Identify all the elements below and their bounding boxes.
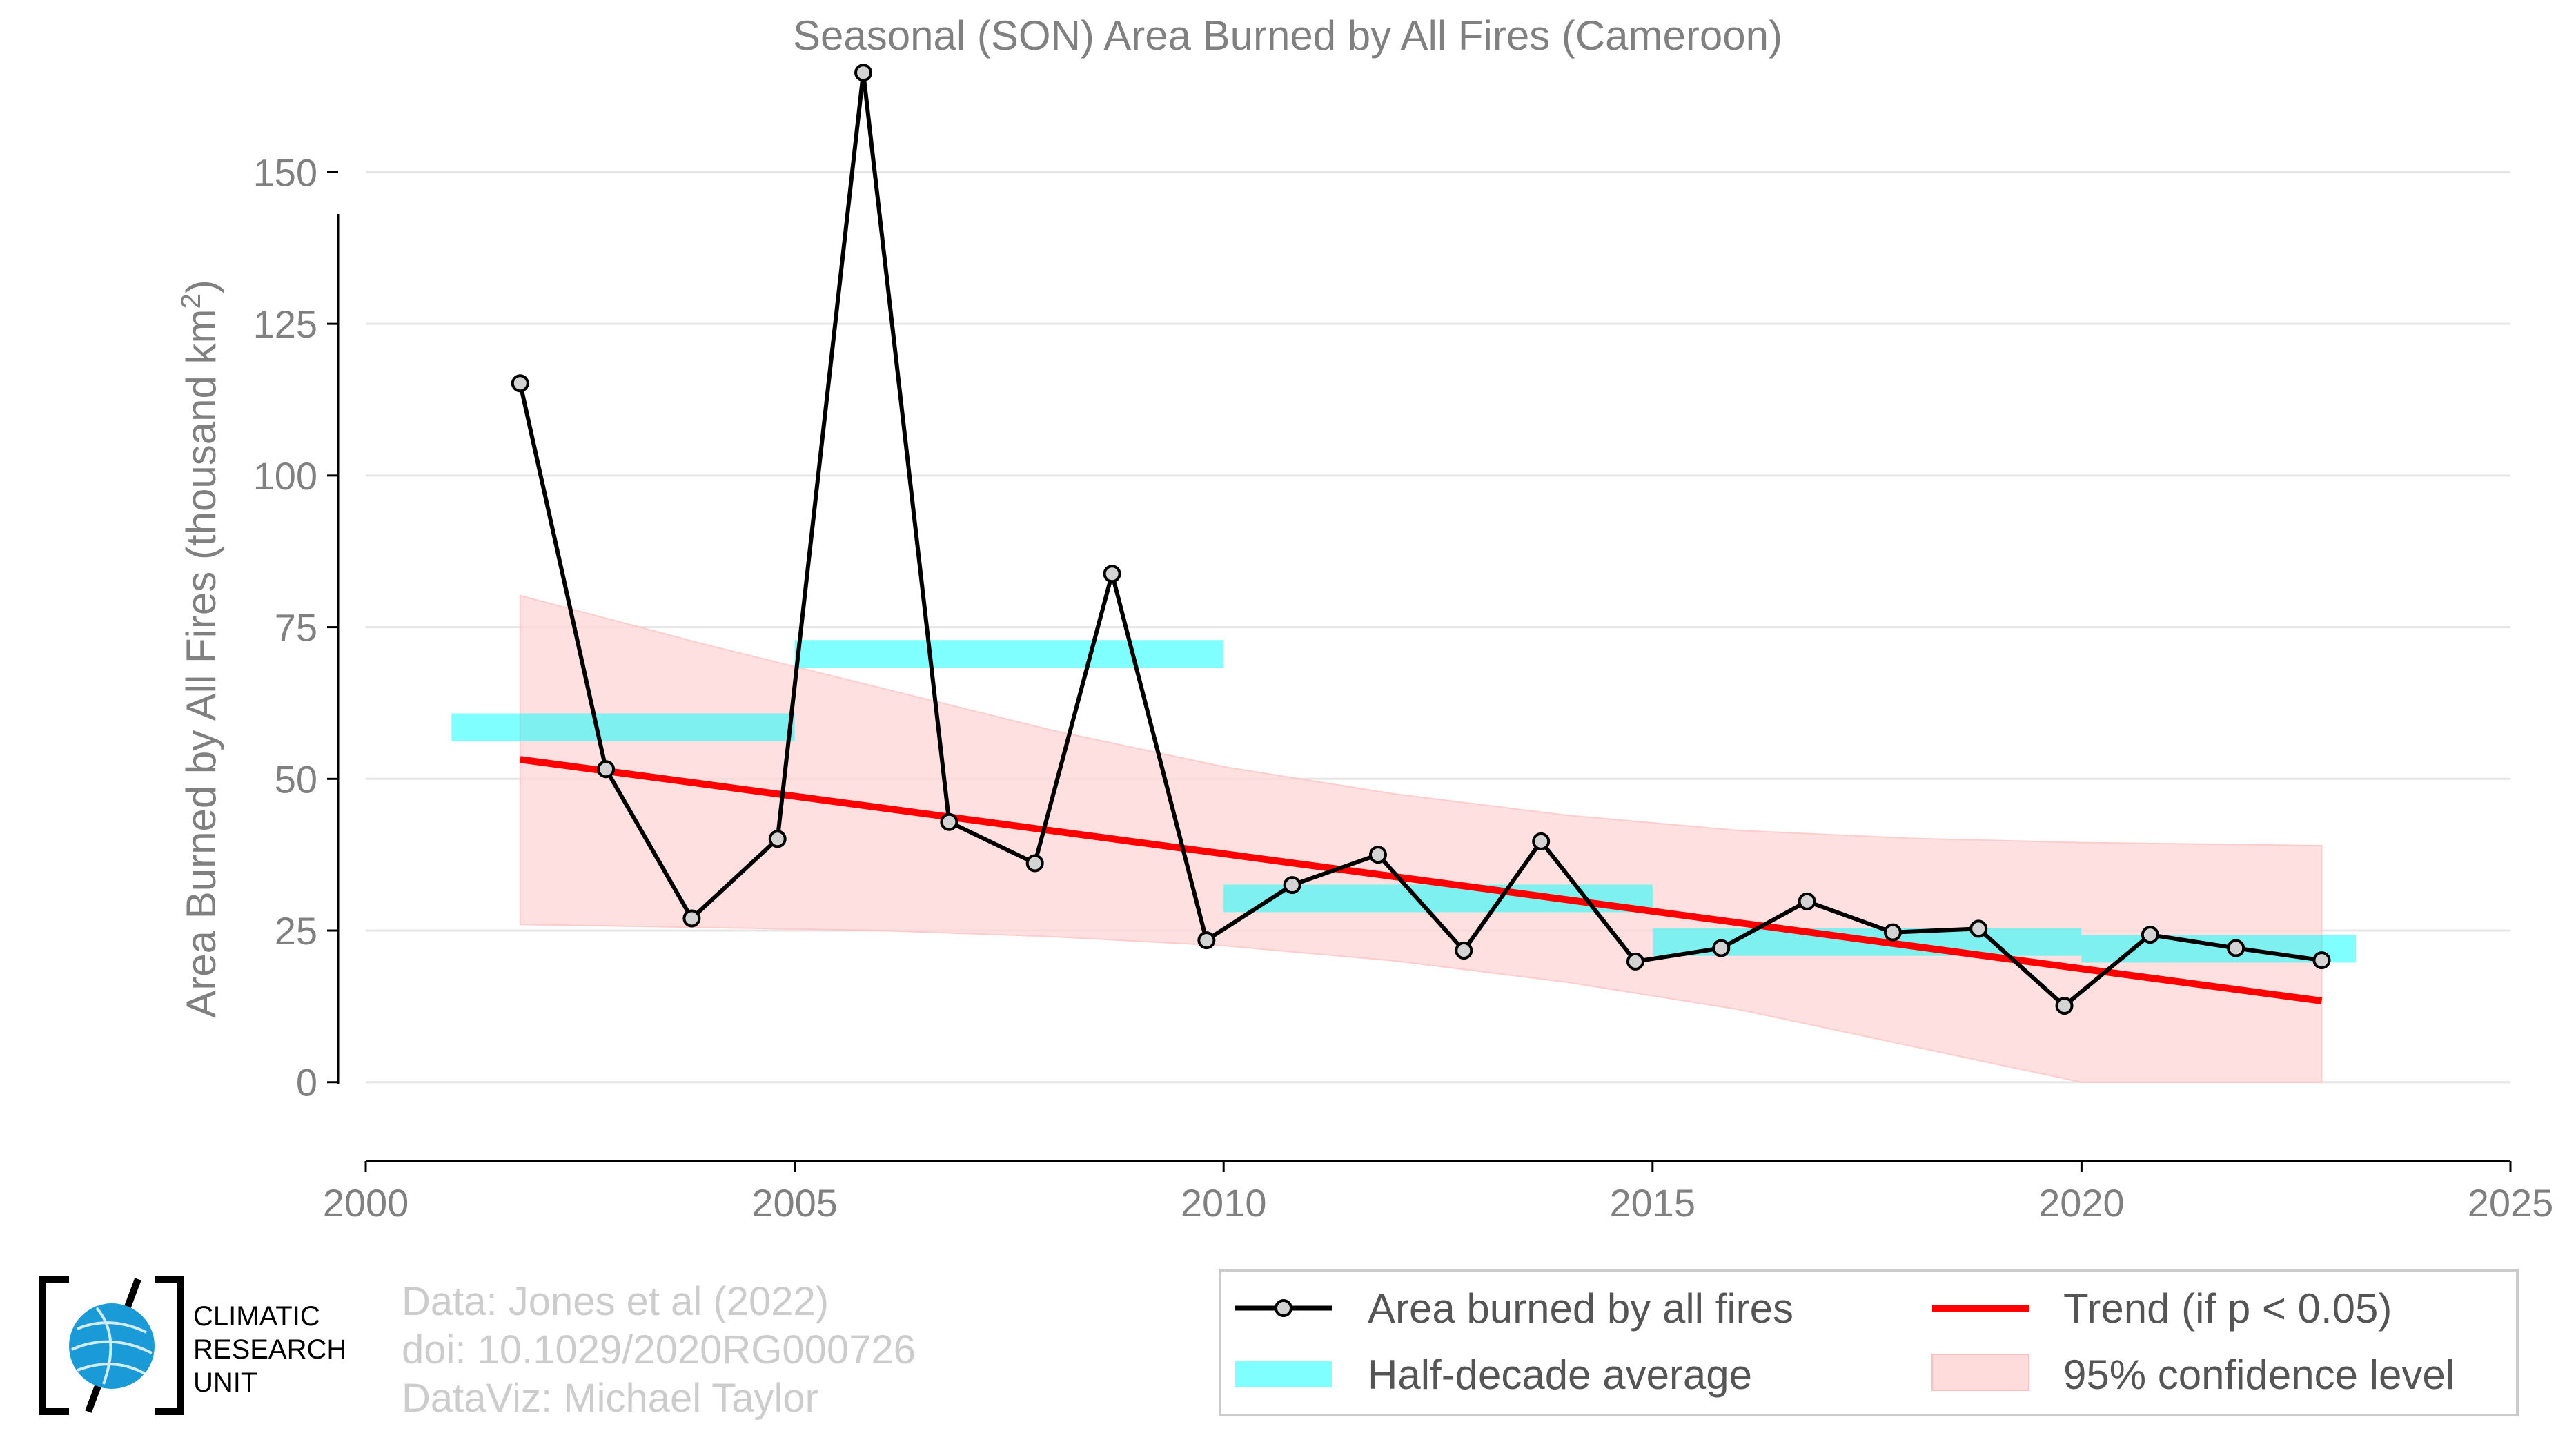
y-tick-label: 75 <box>275 606 317 650</box>
credit-data: Data: Jones et al (2022) <box>402 1279 829 1324</box>
cru-logo: CLIMATIC RESEARCH UNIT <box>39 1276 346 1415</box>
y-ticks: 0 25 50 75 100 125 150 <box>253 150 338 1104</box>
data-point <box>1103 565 1121 583</box>
data-point <box>511 374 529 393</box>
x-tick-label: 2020 <box>2038 1181 2125 1225</box>
y-tick-label: 50 <box>275 757 317 801</box>
x-tick-label: 2010 <box>1181 1181 1267 1225</box>
data-point <box>1969 919 1988 938</box>
confidence-band <box>519 594 2323 1083</box>
legend-label-trend: Trend (if p < 0.05) <box>2063 1285 2392 1332</box>
x-tick-label: 2015 <box>1610 1181 1696 1225</box>
data-point <box>1532 832 1551 850</box>
logo-bracket-right <box>155 1276 184 1415</box>
legend-swatch-confidence <box>1931 1354 2029 1391</box>
data-point <box>1798 892 1816 910</box>
credit-dataviz: DataViz: Michael Taylor <box>402 1376 818 1421</box>
data-point <box>2227 939 2245 957</box>
data-point <box>1283 876 1301 895</box>
y-tick-label: 100 <box>253 454 317 498</box>
logo-line-3: UNIT <box>193 1367 257 1398</box>
confidence-band-area <box>519 594 2323 1083</box>
y-axis-label-superscript: 2 <box>176 293 206 309</box>
data-point <box>682 909 701 928</box>
data-point <box>2141 926 2159 944</box>
x-tick-label: 2000 <box>323 1181 409 1225</box>
chart-title: Seasonal (SON) Area Burned by All Fires … <box>793 12 1782 59</box>
half-decade-bar <box>451 713 795 741</box>
data-point <box>1455 942 1473 960</box>
legend-label-confidence: 95% confidence level <box>2063 1352 2455 1398</box>
legend-box <box>1219 1269 2519 1416</box>
legend-label-area: Area burned by all fires <box>1368 1285 1793 1332</box>
x-ticks: 2000 2005 2010 2015 2020 2025 <box>323 1161 2554 1225</box>
data-point <box>597 760 616 779</box>
y-axis-label: Area Burned by All Fires (thousand km2) <box>176 280 224 1017</box>
legend: Area burned by all fires Trend (if p < 0… <box>1219 1269 2519 1416</box>
logo-line-1: CLIMATIC <box>193 1301 320 1332</box>
globe-lines-icon <box>71 1307 153 1385</box>
logo-line-2: RESEARCH <box>193 1334 346 1365</box>
half-decade-bar <box>794 640 1224 668</box>
data-point <box>1626 952 1644 971</box>
area-burned-series <box>511 64 2331 1015</box>
x-tick-label: 2025 <box>2468 1181 2554 1225</box>
data-point <box>2055 997 2074 1015</box>
data-point <box>854 64 873 82</box>
data-point <box>768 830 787 848</box>
data-point <box>940 812 958 831</box>
x-tick-label: 2005 <box>751 1181 838 1225</box>
y-axis-label-main: Area Burned by All Fires (thousand km <box>178 309 224 1018</box>
legend-swatch-area-marker <box>1275 1299 1292 1317</box>
data-point <box>1883 923 1902 942</box>
data-point <box>1025 854 1044 873</box>
legend-swatch-half-decade <box>1235 1361 1332 1387</box>
credit-doi: doi: 10.1029/2020RG000726 <box>402 1327 916 1372</box>
axes <box>337 214 2510 1162</box>
data-point <box>1368 846 1387 864</box>
y-tick-label: 150 <box>253 150 317 194</box>
trend-line <box>520 756 2323 1004</box>
y-tick-label: 0 <box>296 1061 317 1104</box>
data-point <box>1197 931 1216 950</box>
area-burned-line <box>518 70 2322 1009</box>
data-point <box>2312 951 2331 970</box>
data-point <box>1712 939 1731 957</box>
y-tick-label: 25 <box>275 909 317 953</box>
legend-label-half-decade: Half-decade average <box>1368 1352 1752 1398</box>
logo-bracket-left <box>39 1276 69 1415</box>
y-tick-label: 125 <box>253 302 317 346</box>
y-axis-label-close: ) <box>178 280 224 293</box>
trend-line-path <box>520 756 2323 1004</box>
